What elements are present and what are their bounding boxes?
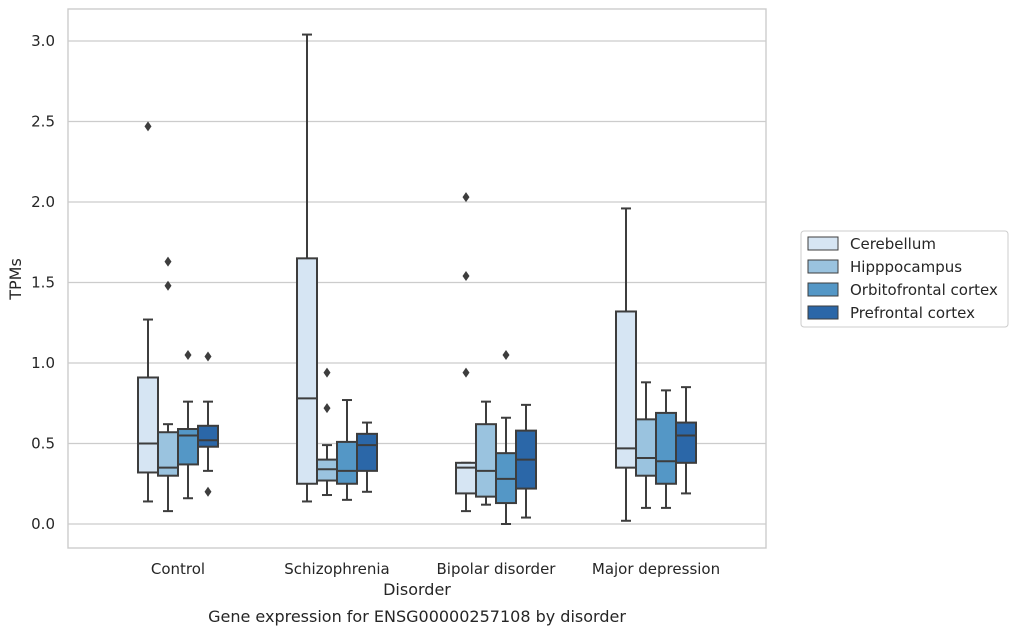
y-tick-label: 3.0 [31, 32, 55, 50]
box-prefrontal-cortex [197, 351, 219, 497]
outlier-point [462, 367, 470, 378]
box-orbitofrontal-cortex [336, 399, 358, 501]
outlier-point [462, 192, 470, 203]
box-orbitofrontal-cortex [177, 349, 199, 500]
x-tick-label: Control [151, 560, 205, 578]
box-rect [336, 440, 358, 485]
boxes-layer [137, 33, 697, 525]
box-rect [475, 423, 497, 498]
legend-swatch [807, 282, 839, 297]
box-rect [655, 411, 677, 485]
box-prefrontal-cortex [675, 386, 697, 495]
legend-frame [800, 230, 1009, 328]
outlier-point [144, 121, 152, 132]
legend-swatch [807, 305, 839, 320]
legend-swatch [807, 236, 839, 251]
box-rect [296, 257, 318, 485]
box-rect [197, 424, 219, 448]
box-rect [177, 428, 199, 466]
box-cerebellum [615, 207, 637, 522]
x-tick-label: Bipolar disorder [437, 560, 557, 578]
x-axis-title: Disorder [383, 580, 451, 599]
box-hipppocampus [475, 400, 497, 506]
box-rect [137, 376, 159, 474]
outlier-point [323, 403, 331, 414]
box-cerebellum [296, 33, 318, 503]
ytick-layer: 0.0 0.5 1.0 1.5 2.0 2.5 3.0 [31, 32, 55, 533]
box-rect [157, 431, 179, 477]
legend-label: Prefrontal cortex [850, 304, 975, 322]
outlier-point [184, 349, 192, 360]
xtick-layer: Control Schizophrenia Bipolar disorder Majo… [151, 560, 720, 578]
outlier-point [164, 256, 172, 267]
x-tick-label: Major depression [592, 560, 720, 578]
box-cerebellum [455, 192, 477, 513]
box-rect [635, 418, 657, 477]
box-hipppocampus [316, 367, 338, 497]
box-rect [675, 421, 697, 464]
y-tick-label: 1.0 [31, 354, 55, 372]
chart-caption: Gene expression for ENSG00000257108 by d… [208, 607, 626, 626]
legend-label: Hipppocampus [850, 258, 962, 276]
box-rect [615, 310, 637, 469]
outlier-point [462, 271, 470, 282]
box-rect [356, 432, 378, 472]
y-tick-label: 0.0 [31, 515, 55, 533]
box-prefrontal-cortex [515, 403, 537, 519]
y-tick-label: 2.0 [31, 193, 55, 211]
box-prefrontal-cortex [356, 421, 378, 493]
legend-swatch [807, 259, 839, 274]
box-orbitofrontal-cortex [495, 349, 517, 525]
outlier-point [204, 486, 212, 497]
outlier-point [502, 349, 510, 360]
legend: Cerebellum Hipppocampus Orbitofrontal cort… [800, 230, 1009, 328]
box-cerebellum [137, 121, 159, 503]
legend-label: Orbitofrontal cortex [850, 281, 998, 299]
box-hipppocampus [635, 381, 657, 509]
legend-label: Cerebellum [850, 235, 936, 253]
y-tick-label: 2.5 [31, 113, 55, 131]
box-orbitofrontal-cortex [655, 389, 677, 509]
y-tick-label: 0.5 [31, 435, 55, 453]
outlier-point [164, 280, 172, 291]
y-tick-label: 1.5 [31, 274, 55, 292]
box-hipppocampus [157, 256, 179, 513]
outlier-point [204, 351, 212, 362]
plot-frame [67, 8, 767, 549]
x-tick-label: Schizophrenia [284, 560, 389, 578]
y-axis-title: TPMs [6, 258, 25, 301]
outlier-point [323, 367, 331, 378]
